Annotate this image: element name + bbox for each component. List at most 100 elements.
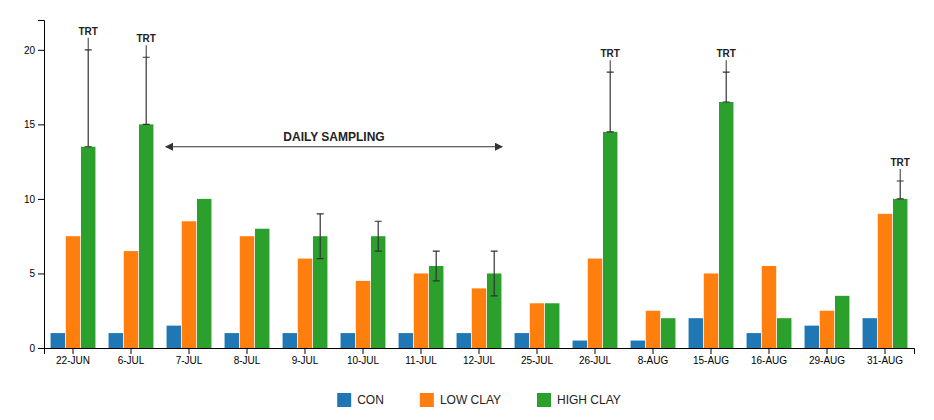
x-tick: 12-JUL xyxy=(463,348,496,366)
legend-label: HIGH CLAY xyxy=(557,393,621,407)
annotation-label: TRT xyxy=(600,48,619,59)
annotation-label: TRT xyxy=(890,157,909,168)
legend-swatch xyxy=(537,393,551,407)
annotation-label: TRT xyxy=(136,33,155,44)
x-axis: 22-JUN6-JUL7-JUL8-JUL9-JUL10-JUL11-JUL12… xyxy=(45,348,915,366)
y-tick-label: 15 xyxy=(24,119,36,130)
error-bars xyxy=(85,50,904,296)
x-tick-label: 11-JUL xyxy=(405,355,437,366)
legend-label: CON xyxy=(357,393,384,407)
annotation-leader xyxy=(610,60,611,72)
annotation-leader xyxy=(726,60,727,72)
bar xyxy=(399,333,413,348)
series xyxy=(51,318,877,348)
y-tick-label: 20 xyxy=(24,45,36,56)
bar xyxy=(139,124,153,348)
y-tick-mark xyxy=(38,348,44,349)
bar xyxy=(515,333,529,348)
bar xyxy=(81,147,95,348)
bar xyxy=(893,199,907,348)
y-axis-line xyxy=(38,21,45,349)
error-bar xyxy=(723,72,730,102)
error-bar xyxy=(317,214,324,259)
x-tick-label: 26-JUL xyxy=(579,355,612,366)
y-tick-mark xyxy=(38,124,44,125)
legend-swatch xyxy=(337,393,351,407)
annotation-text: DAILY SAMPLING xyxy=(283,130,384,144)
series xyxy=(66,214,892,348)
x-tick-mark xyxy=(363,348,364,354)
legend-item: CON xyxy=(337,393,384,407)
bar xyxy=(835,296,849,348)
annotations: TRT TRT TRT TRT TRT DAILY SAMPLING xyxy=(78,26,909,181)
x-tick-mark xyxy=(479,348,480,354)
x-tick-mark xyxy=(885,348,886,354)
bar xyxy=(661,318,675,348)
bar xyxy=(182,221,196,348)
x-tick-label: 12-JUL xyxy=(463,355,496,366)
x-tick-mark xyxy=(247,348,248,354)
x-tick-label: 31-AUG xyxy=(867,355,903,366)
x-tick-label: 29-AUG xyxy=(809,355,845,366)
y-tick: 15 xyxy=(24,119,44,130)
x-tick: 22-JUN xyxy=(56,348,90,366)
plot: 0510152022-JUN6-JUL7-JUL8-JUL9-JUL10-JUL… xyxy=(24,21,915,367)
bar xyxy=(805,326,819,348)
x-tick: 8-JUL xyxy=(234,348,261,366)
bar xyxy=(762,266,776,348)
x-tick-mark xyxy=(769,348,770,354)
bar xyxy=(603,132,617,348)
x-tick-mark xyxy=(827,348,828,354)
x-tick-label: 9-JUL xyxy=(292,355,319,366)
annotation-leader xyxy=(900,169,901,181)
legend-swatch xyxy=(420,393,434,407)
bar xyxy=(588,259,602,348)
annotation-arrow xyxy=(166,146,502,147)
y-tick: 0 xyxy=(29,343,44,354)
y-tick-mark xyxy=(38,50,44,51)
bar xyxy=(124,251,138,348)
annotation-label: TRT xyxy=(716,48,735,59)
y-tick-mark xyxy=(38,199,44,200)
x-tick-mark xyxy=(189,348,190,354)
x-tick: 31-AUG xyxy=(867,348,903,366)
x-tick: 7-JUL xyxy=(176,348,203,366)
series xyxy=(81,102,907,348)
bar xyxy=(240,236,254,348)
bar xyxy=(631,341,645,348)
x-tick: 26-JUL xyxy=(579,348,612,366)
y-tick: 10 xyxy=(24,194,44,205)
x-tick-label: 25-JUL xyxy=(521,355,554,366)
bar xyxy=(341,333,355,348)
x-tick: 10-JUL xyxy=(347,348,380,366)
y-axis: 0 5 10 15 20 xyxy=(24,21,45,354)
bar xyxy=(689,318,703,348)
error-bar xyxy=(491,251,498,296)
x-tick: 29-AUG xyxy=(809,348,845,366)
error-bar xyxy=(607,72,614,132)
x-tick-label: 22-JUN xyxy=(56,355,90,366)
x-tick: 15-AUG xyxy=(693,348,729,366)
bar xyxy=(530,303,544,348)
legend-label: LOW CLAY xyxy=(440,393,501,407)
x-tick: 25-JUL xyxy=(521,348,554,366)
error-bar xyxy=(143,57,150,124)
annotation-leader xyxy=(146,45,147,57)
y-tick-label: 0 xyxy=(29,343,35,354)
x-tick: 11-JUL xyxy=(405,348,437,366)
bar xyxy=(472,288,486,348)
x-tick-mark xyxy=(537,348,538,354)
x-tick: 8-AUG xyxy=(638,348,669,366)
x-axis-line xyxy=(45,349,915,355)
annotation-label: TRT xyxy=(78,26,97,37)
bar xyxy=(545,303,559,348)
x-tick: 16-AUG xyxy=(751,348,787,366)
x-tick-mark xyxy=(73,348,74,354)
y-tick-mark xyxy=(38,273,44,274)
y-tick: 5 xyxy=(29,268,44,279)
error-bar xyxy=(897,181,904,199)
x-tick: 9-JUL xyxy=(292,348,319,366)
bar xyxy=(356,281,370,348)
bar xyxy=(820,311,834,348)
bar xyxy=(66,236,80,348)
